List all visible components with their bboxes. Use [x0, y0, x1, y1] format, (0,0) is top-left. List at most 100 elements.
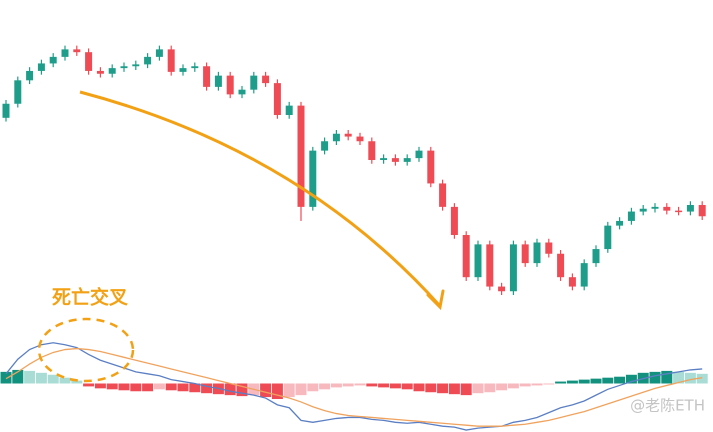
macd-bar: [507, 383, 519, 389]
macd-bar: [59, 377, 71, 384]
candle-body: [545, 242, 553, 254]
candle-body: [321, 141, 329, 151]
cross-highlight: [37, 317, 135, 383]
candle-body: [498, 286, 506, 292]
annotation: 死亡交叉: [52, 286, 129, 309]
candle-body: [403, 158, 411, 162]
candle-body: [167, 49, 175, 72]
macd-bar: [0, 371, 12, 384]
macd-bar: [236, 383, 248, 397]
candle-body: [686, 205, 694, 212]
macd-bar: [118, 383, 130, 391]
macd-bar: [413, 383, 425, 392]
candle-body: [568, 277, 576, 287]
macd-bar: [531, 383, 543, 386]
candle-body: [226, 75, 234, 95]
macd-bar: [696, 373, 708, 384]
macd-line: [5, 342, 703, 431]
candle-body: [73, 49, 81, 53]
macd-line: [5, 347, 703, 427]
candle-body: [61, 49, 69, 57]
macd-bar: [543, 383, 555, 385]
candle-body: [203, 66, 211, 87]
candle-body: [698, 205, 706, 217]
macd-bar: [260, 383, 272, 398]
candle-body: [26, 70, 34, 81]
candle-body: [238, 89, 246, 95]
candle-body: [486, 244, 494, 287]
macd-bar: [519, 383, 531, 387]
macd-bar: [295, 383, 307, 396]
candle-body: [191, 66, 199, 69]
macd-bar: [673, 371, 685, 384]
macd-bar: [661, 370, 673, 384]
candle-body: [521, 244, 529, 264]
macd-bar: [24, 370, 36, 384]
macd-bar: [71, 380, 83, 384]
macd-bar: [47, 374, 59, 384]
macd-bar: [614, 376, 626, 384]
macd-bar: [460, 383, 472, 396]
macd-bar: [354, 383, 366, 386]
macd-bar: [555, 381, 567, 384]
macd-bar: [330, 383, 342, 388]
candle-body: [108, 68, 116, 74]
macd-bar: [283, 383, 295, 398]
candle-body: [439, 183, 447, 207]
macd-bar: [625, 374, 637, 384]
candle-body: [250, 75, 258, 90]
macd-bar: [153, 383, 165, 390]
candle-body: [391, 158, 399, 162]
candle-body: [616, 220, 624, 226]
candle-body: [592, 249, 600, 264]
candle-body: [675, 210, 683, 213]
candle-body: [604, 225, 612, 250]
macd-bar: [189, 383, 201, 393]
candle-body: [415, 150, 423, 159]
candle-body: [580, 263, 588, 287]
macd-bar: [590, 378, 602, 384]
macd-bar: [130, 383, 142, 392]
candle-body: [627, 211, 635, 221]
candle-body: [144, 56, 152, 65]
candle-body: [214, 75, 222, 87]
candle-body: [450, 206, 458, 235]
candle-body: [309, 150, 317, 207]
macd-bar: [106, 383, 118, 390]
macd-bar: [472, 383, 484, 394]
macd-bar: [83, 383, 95, 387]
macd-bar: [684, 372, 696, 384]
candle-body: [273, 83, 281, 115]
candle-body: [509, 244, 517, 292]
candle-body: [557, 253, 565, 278]
macd-bar: [142, 383, 154, 392]
candle-body: [37, 63, 45, 71]
candle-body: [427, 150, 435, 184]
arrow-head: [426, 289, 445, 311]
macd-bar: [307, 383, 319, 392]
candle-body: [262, 75, 270, 84]
candle-body: [462, 235, 470, 278]
macd-bar: [566, 380, 578, 384]
candle-body: [179, 68, 187, 72]
candle-body: [651, 206, 659, 209]
macd-bar: [319, 383, 331, 390]
candle-body: [380, 158, 388, 160]
trend-arrow: [79, 90, 442, 308]
macd-bar: [224, 383, 236, 396]
candle-body: [344, 133, 352, 137]
macd-bar: [271, 383, 283, 400]
candle-body: [332, 133, 340, 142]
candle-body: [533, 242, 541, 264]
macd-bar: [342, 383, 354, 387]
candle-body: [120, 66, 128, 69]
macd-bar: [496, 383, 508, 391]
macd-bar: [437, 383, 449, 394]
macd-bar: [201, 383, 213, 394]
watermark: @老陈ETH: [630, 397, 705, 415]
macd-bar: [448, 383, 460, 395]
candle-body: [155, 49, 163, 57]
macd-bar: [425, 383, 437, 393]
